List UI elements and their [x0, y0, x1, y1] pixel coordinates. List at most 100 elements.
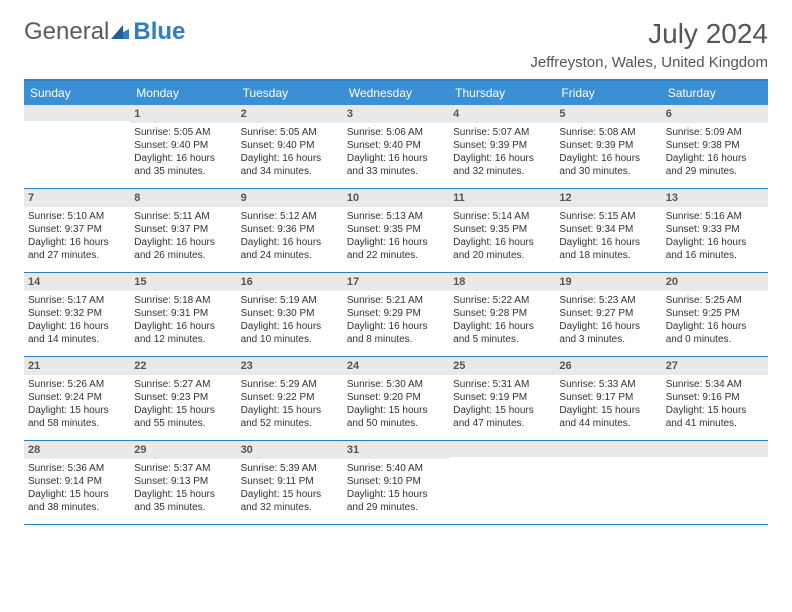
day-number: 20	[662, 273, 768, 291]
day-cell: 5Sunrise: 5:08 AMSunset: 9:39 PMDaylight…	[555, 105, 661, 188]
daylight2-label: and 29 minutes.	[347, 501, 445, 514]
day-header: Saturday	[662, 81, 768, 105]
sunrise-label: Sunrise: 5:22 AM	[453, 294, 551, 307]
sunrise-label: Sunrise: 5:19 AM	[241, 294, 339, 307]
sunset-label: Sunset: 9:22 PM	[241, 391, 339, 404]
daylight2-label: and 32 minutes.	[241, 501, 339, 514]
day-cell: 16Sunrise: 5:19 AMSunset: 9:30 PMDayligh…	[237, 273, 343, 356]
daylight1-label: Daylight: 15 hours	[134, 488, 232, 501]
page-title: July 2024	[530, 18, 768, 50]
daylight1-label: Daylight: 15 hours	[666, 404, 764, 417]
daylight2-label: and 27 minutes.	[28, 249, 126, 262]
sunset-label: Sunset: 9:31 PM	[134, 307, 232, 320]
daylight1-label: Daylight: 15 hours	[28, 488, 126, 501]
daylight2-label: and 12 minutes.	[134, 333, 232, 346]
week-row: 1Sunrise: 5:05 AMSunset: 9:40 PMDaylight…	[24, 105, 768, 189]
sunrise-label: Sunrise: 5:05 AM	[241, 126, 339, 139]
daylight2-label: and 18 minutes.	[559, 249, 657, 262]
day-number: 1	[130, 105, 236, 123]
sunset-label: Sunset: 9:35 PM	[347, 223, 445, 236]
daylight1-label: Daylight: 16 hours	[347, 236, 445, 249]
sunset-label: Sunset: 9:19 PM	[453, 391, 551, 404]
day-cell: 31Sunrise: 5:40 AMSunset: 9:10 PMDayligh…	[343, 441, 449, 524]
daylight2-label: and 20 minutes.	[453, 249, 551, 262]
daylight2-label: and 24 minutes.	[241, 249, 339, 262]
day-number: 31	[343, 441, 449, 459]
day-header: Wednesday	[343, 81, 449, 105]
title-block: July 2024 Jeffreyston, Wales, United Kin…	[530, 18, 768, 71]
day-cell: 20Sunrise: 5:25 AMSunset: 9:25 PMDayligh…	[662, 273, 768, 356]
location-label: Jeffreyston, Wales, United Kingdom	[530, 54, 768, 71]
day-cell: 1Sunrise: 5:05 AMSunset: 9:40 PMDaylight…	[130, 105, 236, 188]
sunset-label: Sunset: 9:17 PM	[559, 391, 657, 404]
day-number: 13	[662, 189, 768, 207]
daylight2-label: and 16 minutes.	[666, 249, 764, 262]
day-cell: 27Sunrise: 5:34 AMSunset: 9:16 PMDayligh…	[662, 357, 768, 440]
day-number: 24	[343, 357, 449, 375]
daylight2-label: and 52 minutes.	[241, 417, 339, 430]
daylight1-label: Daylight: 16 hours	[347, 152, 445, 165]
daylight1-label: Daylight: 16 hours	[347, 320, 445, 333]
sunrise-label: Sunrise: 5:12 AM	[241, 210, 339, 223]
day-number: 15	[130, 273, 236, 291]
sunset-label: Sunset: 9:39 PM	[453, 139, 551, 152]
day-number: 8	[130, 189, 236, 207]
sunset-label: Sunset: 9:11 PM	[241, 475, 339, 488]
daylight2-label: and 26 minutes.	[134, 249, 232, 262]
sunrise-label: Sunrise: 5:09 AM	[666, 126, 764, 139]
sunset-label: Sunset: 9:40 PM	[347, 139, 445, 152]
sunset-label: Sunset: 9:24 PM	[28, 391, 126, 404]
sunrise-label: Sunrise: 5:30 AM	[347, 378, 445, 391]
sunrise-label: Sunrise: 5:25 AM	[666, 294, 764, 307]
week-row: 14Sunrise: 5:17 AMSunset: 9:32 PMDayligh…	[24, 273, 768, 357]
day-cell: 22Sunrise: 5:27 AMSunset: 9:23 PMDayligh…	[130, 357, 236, 440]
sunrise-label: Sunrise: 5:33 AM	[559, 378, 657, 391]
day-header: Sunday	[24, 81, 130, 105]
sunrise-label: Sunrise: 5:16 AM	[666, 210, 764, 223]
sunset-label: Sunset: 9:29 PM	[347, 307, 445, 320]
sunset-label: Sunset: 9:23 PM	[134, 391, 232, 404]
daylight2-label: and 34 minutes.	[241, 165, 339, 178]
sunrise-label: Sunrise: 5:23 AM	[559, 294, 657, 307]
day-number: 19	[555, 273, 661, 291]
sunrise-label: Sunrise: 5:08 AM	[559, 126, 657, 139]
daylight2-label: and 14 minutes.	[28, 333, 126, 346]
daylight1-label: Daylight: 15 hours	[347, 488, 445, 501]
daylight2-label: and 10 minutes.	[241, 333, 339, 346]
sunset-label: Sunset: 9:10 PM	[347, 475, 445, 488]
sunrise-label: Sunrise: 5:27 AM	[134, 378, 232, 391]
daylight2-label: and 35 minutes.	[134, 165, 232, 178]
sunrise-label: Sunrise: 5:29 AM	[241, 378, 339, 391]
sunset-label: Sunset: 9:14 PM	[28, 475, 126, 488]
day-number	[449, 441, 555, 457]
daylight1-label: Daylight: 15 hours	[241, 404, 339, 417]
day-number: 5	[555, 105, 661, 123]
day-header: Friday	[555, 81, 661, 105]
sunset-label: Sunset: 9:25 PM	[666, 307, 764, 320]
sunrise-label: Sunrise: 5:39 AM	[241, 462, 339, 475]
daylight2-label: and 30 minutes.	[559, 165, 657, 178]
day-cell	[555, 441, 661, 524]
daylight2-label: and 47 minutes.	[453, 417, 551, 430]
day-cell: 17Sunrise: 5:21 AMSunset: 9:29 PMDayligh…	[343, 273, 449, 356]
day-cell: 14Sunrise: 5:17 AMSunset: 9:32 PMDayligh…	[24, 273, 130, 356]
day-number	[24, 105, 130, 121]
sunset-label: Sunset: 9:34 PM	[559, 223, 657, 236]
sunset-label: Sunset: 9:36 PM	[241, 223, 339, 236]
day-number: 9	[237, 189, 343, 207]
daylight2-label: and 35 minutes.	[134, 501, 232, 514]
day-cell: 30Sunrise: 5:39 AMSunset: 9:11 PMDayligh…	[237, 441, 343, 524]
sunset-label: Sunset: 9:27 PM	[559, 307, 657, 320]
daylight2-label: and 41 minutes.	[666, 417, 764, 430]
day-number: 3	[343, 105, 449, 123]
day-number: 25	[449, 357, 555, 375]
day-number: 22	[130, 357, 236, 375]
day-cell: 9Sunrise: 5:12 AMSunset: 9:36 PMDaylight…	[237, 189, 343, 272]
daylight1-label: Daylight: 16 hours	[666, 236, 764, 249]
header: General Blue July 2024 Jeffreyston, Wale…	[24, 18, 768, 71]
sunrise-label: Sunrise: 5:34 AM	[666, 378, 764, 391]
day-cell: 3Sunrise: 5:06 AMSunset: 9:40 PMDaylight…	[343, 105, 449, 188]
daylight1-label: Daylight: 16 hours	[559, 152, 657, 165]
logo: General Blue	[24, 18, 185, 46]
daylight1-label: Daylight: 16 hours	[559, 236, 657, 249]
